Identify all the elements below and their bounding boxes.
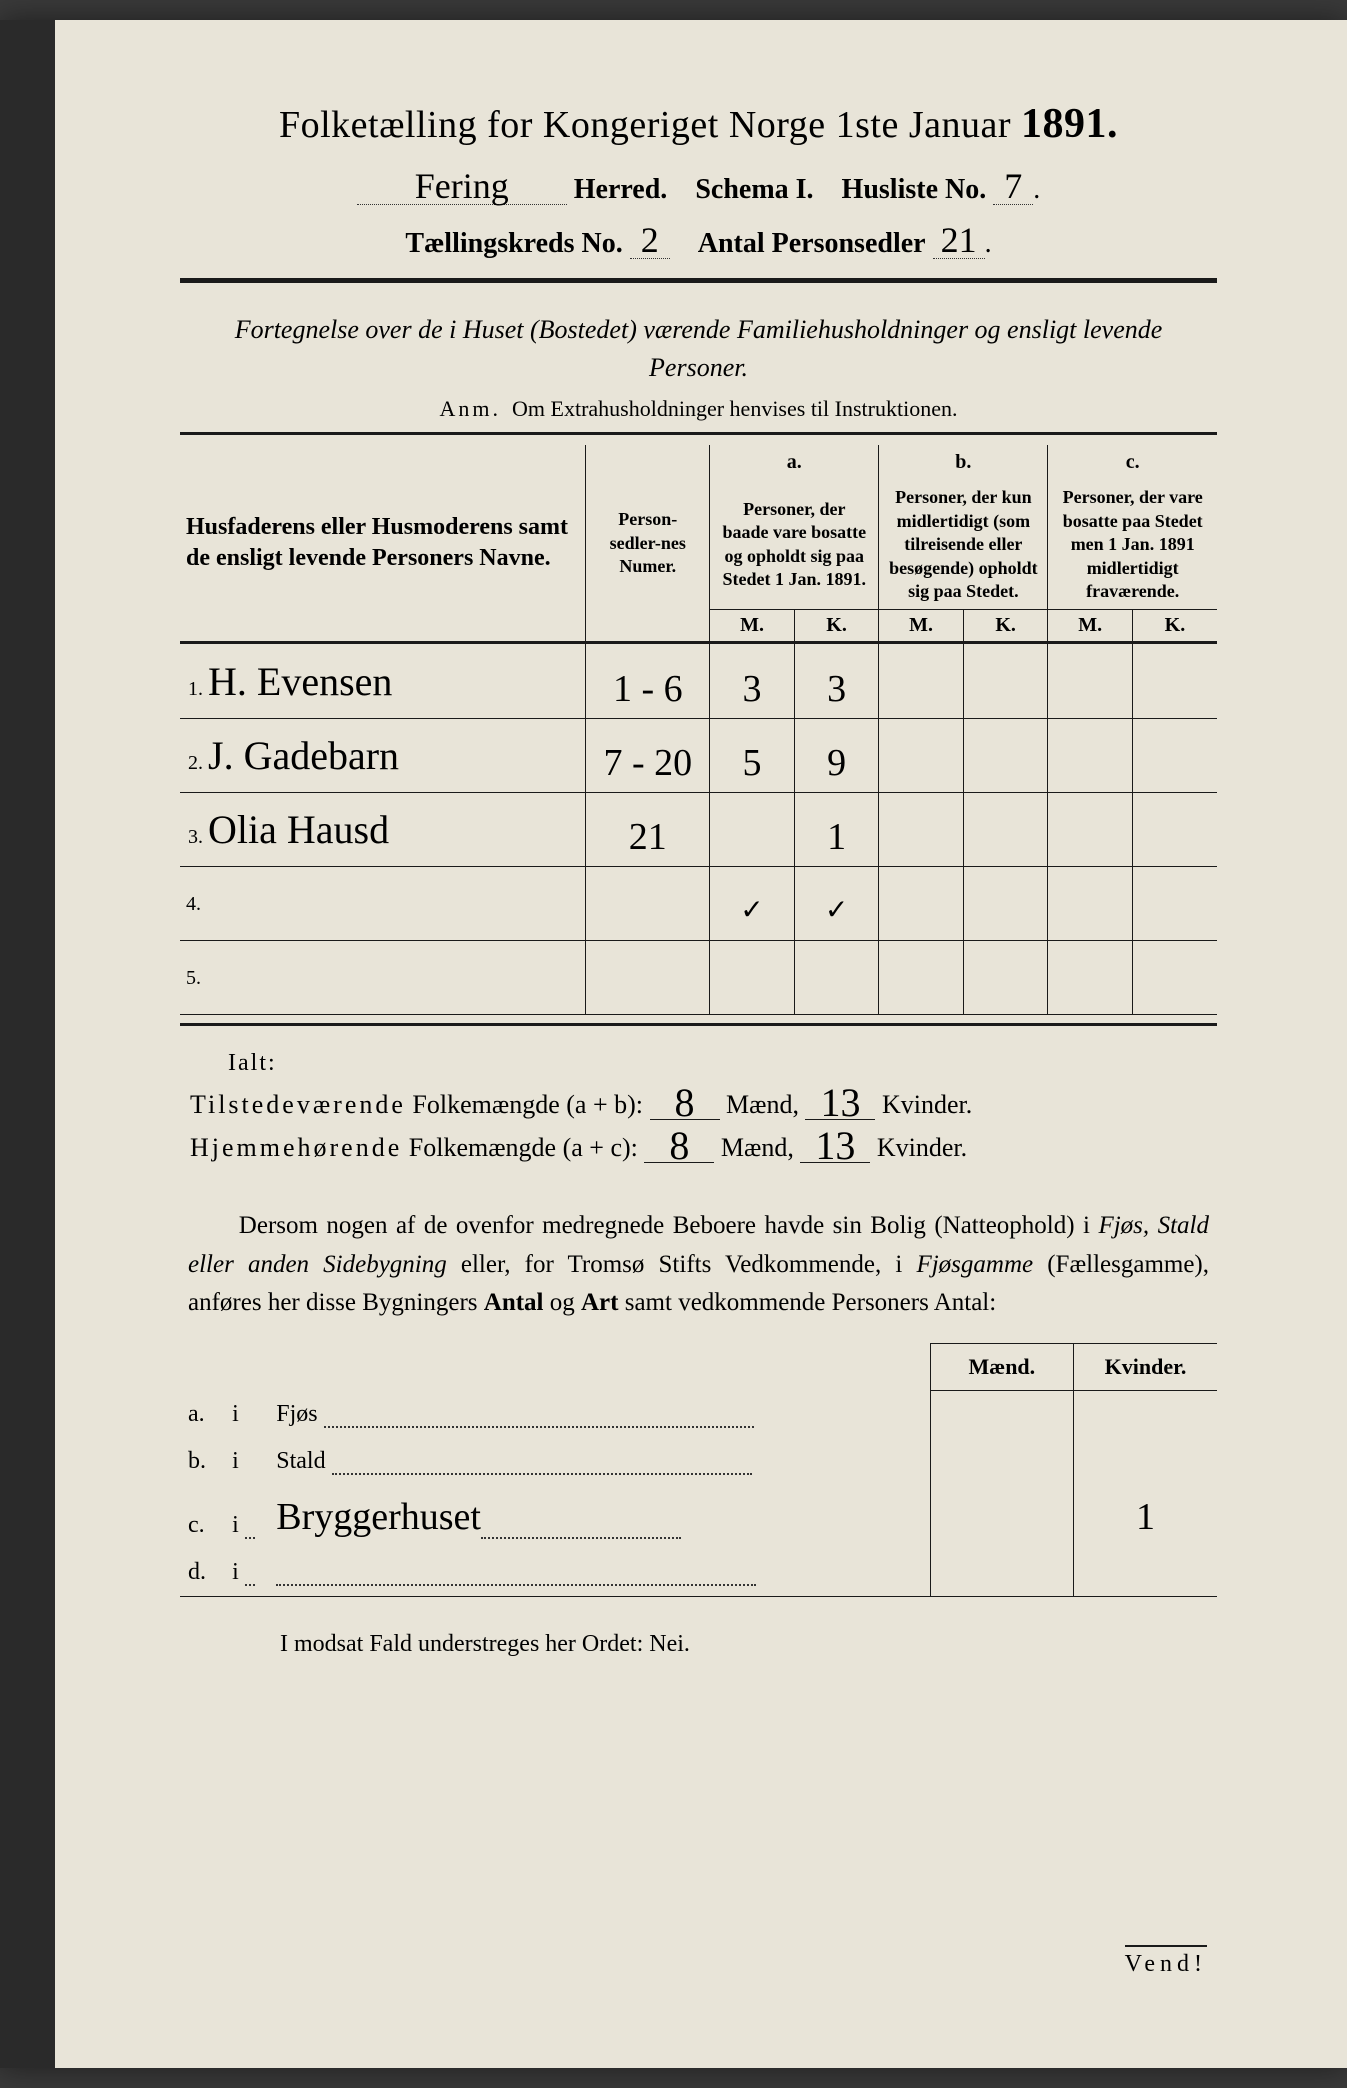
col-c: Personer, der vare bosatte paa Stedet me… — [1048, 480, 1217, 609]
mk: K. — [794, 610, 879, 642]
header-row-2: Tællingskreds No. 2 Antal Personsedler 2… — [180, 222, 1217, 260]
husliste-value: 7 — [993, 168, 1033, 205]
col-a-label: a. — [710, 445, 879, 480]
mk: M. — [879, 610, 964, 642]
mk: M. — [1048, 610, 1133, 642]
col-numer: Person-sedler-nes Numer. — [586, 445, 710, 641]
anm-label: Anm. — [440, 396, 502, 421]
dersom-paragraph: Dersom nogen af de ovenfor medregnede Be… — [188, 1207, 1209, 1323]
rule-1 — [180, 278, 1217, 283]
hjemme-line: Hjemmehørende Folkemængde (a + c): 8 Mæn… — [190, 1130, 1217, 1163]
census-form-page: Folketælling for Kongeriget Norge 1ste J… — [0, 20, 1347, 2068]
herred-value: Fering — [357, 168, 567, 205]
title: Folketælling for Kongeriget Norge 1ste J… — [180, 100, 1217, 148]
modfald: I modsat Fald understreges her Ordet: Ne… — [280, 1631, 1217, 1658]
title-year: 1891. — [1021, 101, 1118, 147]
anm: Anm. Om Extrahusholdninger henvises til … — [180, 396, 1217, 422]
kreds-label: Tællingskreds No. — [405, 228, 622, 259]
table-row: 5. — [180, 940, 1217, 1014]
table-row: 4. ✓ ✓ — [180, 866, 1217, 940]
antal-value: 21 — [933, 222, 985, 259]
ab-k: 13 — [805, 1087, 875, 1120]
col-b-label: b. — [879, 445, 1048, 480]
bottom-row: c. i Bryggerhuset 1 — [180, 1485, 1217, 1549]
table-row: 1. H. Evensen 1 - 6 3 3 — [180, 644, 1217, 718]
bottom-row: d. i — [180, 1549, 1217, 1597]
bottom-kvinder: Kvinder. — [1074, 1344, 1217, 1391]
mk: M. — [710, 610, 795, 642]
ialt-label: Ialt: — [228, 1050, 1217, 1077]
mk: K. — [963, 610, 1048, 642]
bottom-maend: Mænd. — [930, 1344, 1073, 1391]
schema-label: Schema I. — [695, 174, 813, 205]
fortegnelse: Fortegnelse over de i Huset (Bostedet) v… — [220, 311, 1177, 386]
vend: Vend! — [1125, 1945, 1207, 1978]
table-row: 3. Olia Hausd 21 1 — [180, 792, 1217, 866]
col-a: Personer, der baade vare bosatte og opho… — [710, 480, 879, 609]
bottom-row: a. i Fjøs — [180, 1391, 1217, 1438]
ab-m: 8 — [650, 1087, 720, 1120]
title-main: Folketælling for Kongeriget Norge 1ste J… — [279, 104, 1011, 146]
col-b: Personer, der kun midlertidigt (som tilr… — [879, 480, 1048, 609]
husliste-label: Husliste No. — [842, 174, 987, 205]
kreds-value: 2 — [630, 222, 670, 259]
tilstede-line: Tilstedeværende Folkemængde (a + b): 8 M… — [190, 1087, 1217, 1120]
bottom-row: b. i Stald — [180, 1438, 1217, 1485]
bottom-table: Mænd. Kvinder. a. i Fjøs b. i Stald c. i… — [180, 1343, 1217, 1597]
col-c-label: c. — [1048, 445, 1217, 480]
main-table: Husfaderens eller Husmoderens samt de en… — [180, 445, 1217, 1014]
table-row: 2. J. Gadebarn 7 - 20 5 9 — [180, 718, 1217, 792]
herred-label: Herred. — [574, 174, 668, 205]
mk: K. — [1132, 610, 1217, 642]
rule-2 — [180, 432, 1217, 435]
antal-label: Antal Personsedler — [698, 228, 926, 259]
header-row-1: Fering Herred. Schema I. Husliste No. 7. — [180, 168, 1217, 206]
ac-k: 13 — [800, 1130, 870, 1163]
rule-3 — [180, 1023, 1217, 1026]
anm-text: Om Extrahusholdninger henvises til Instr… — [512, 396, 957, 421]
col-name: Husfaderens eller Husmoderens samt de en… — [180, 445, 586, 641]
ac-m: 8 — [644, 1130, 714, 1163]
